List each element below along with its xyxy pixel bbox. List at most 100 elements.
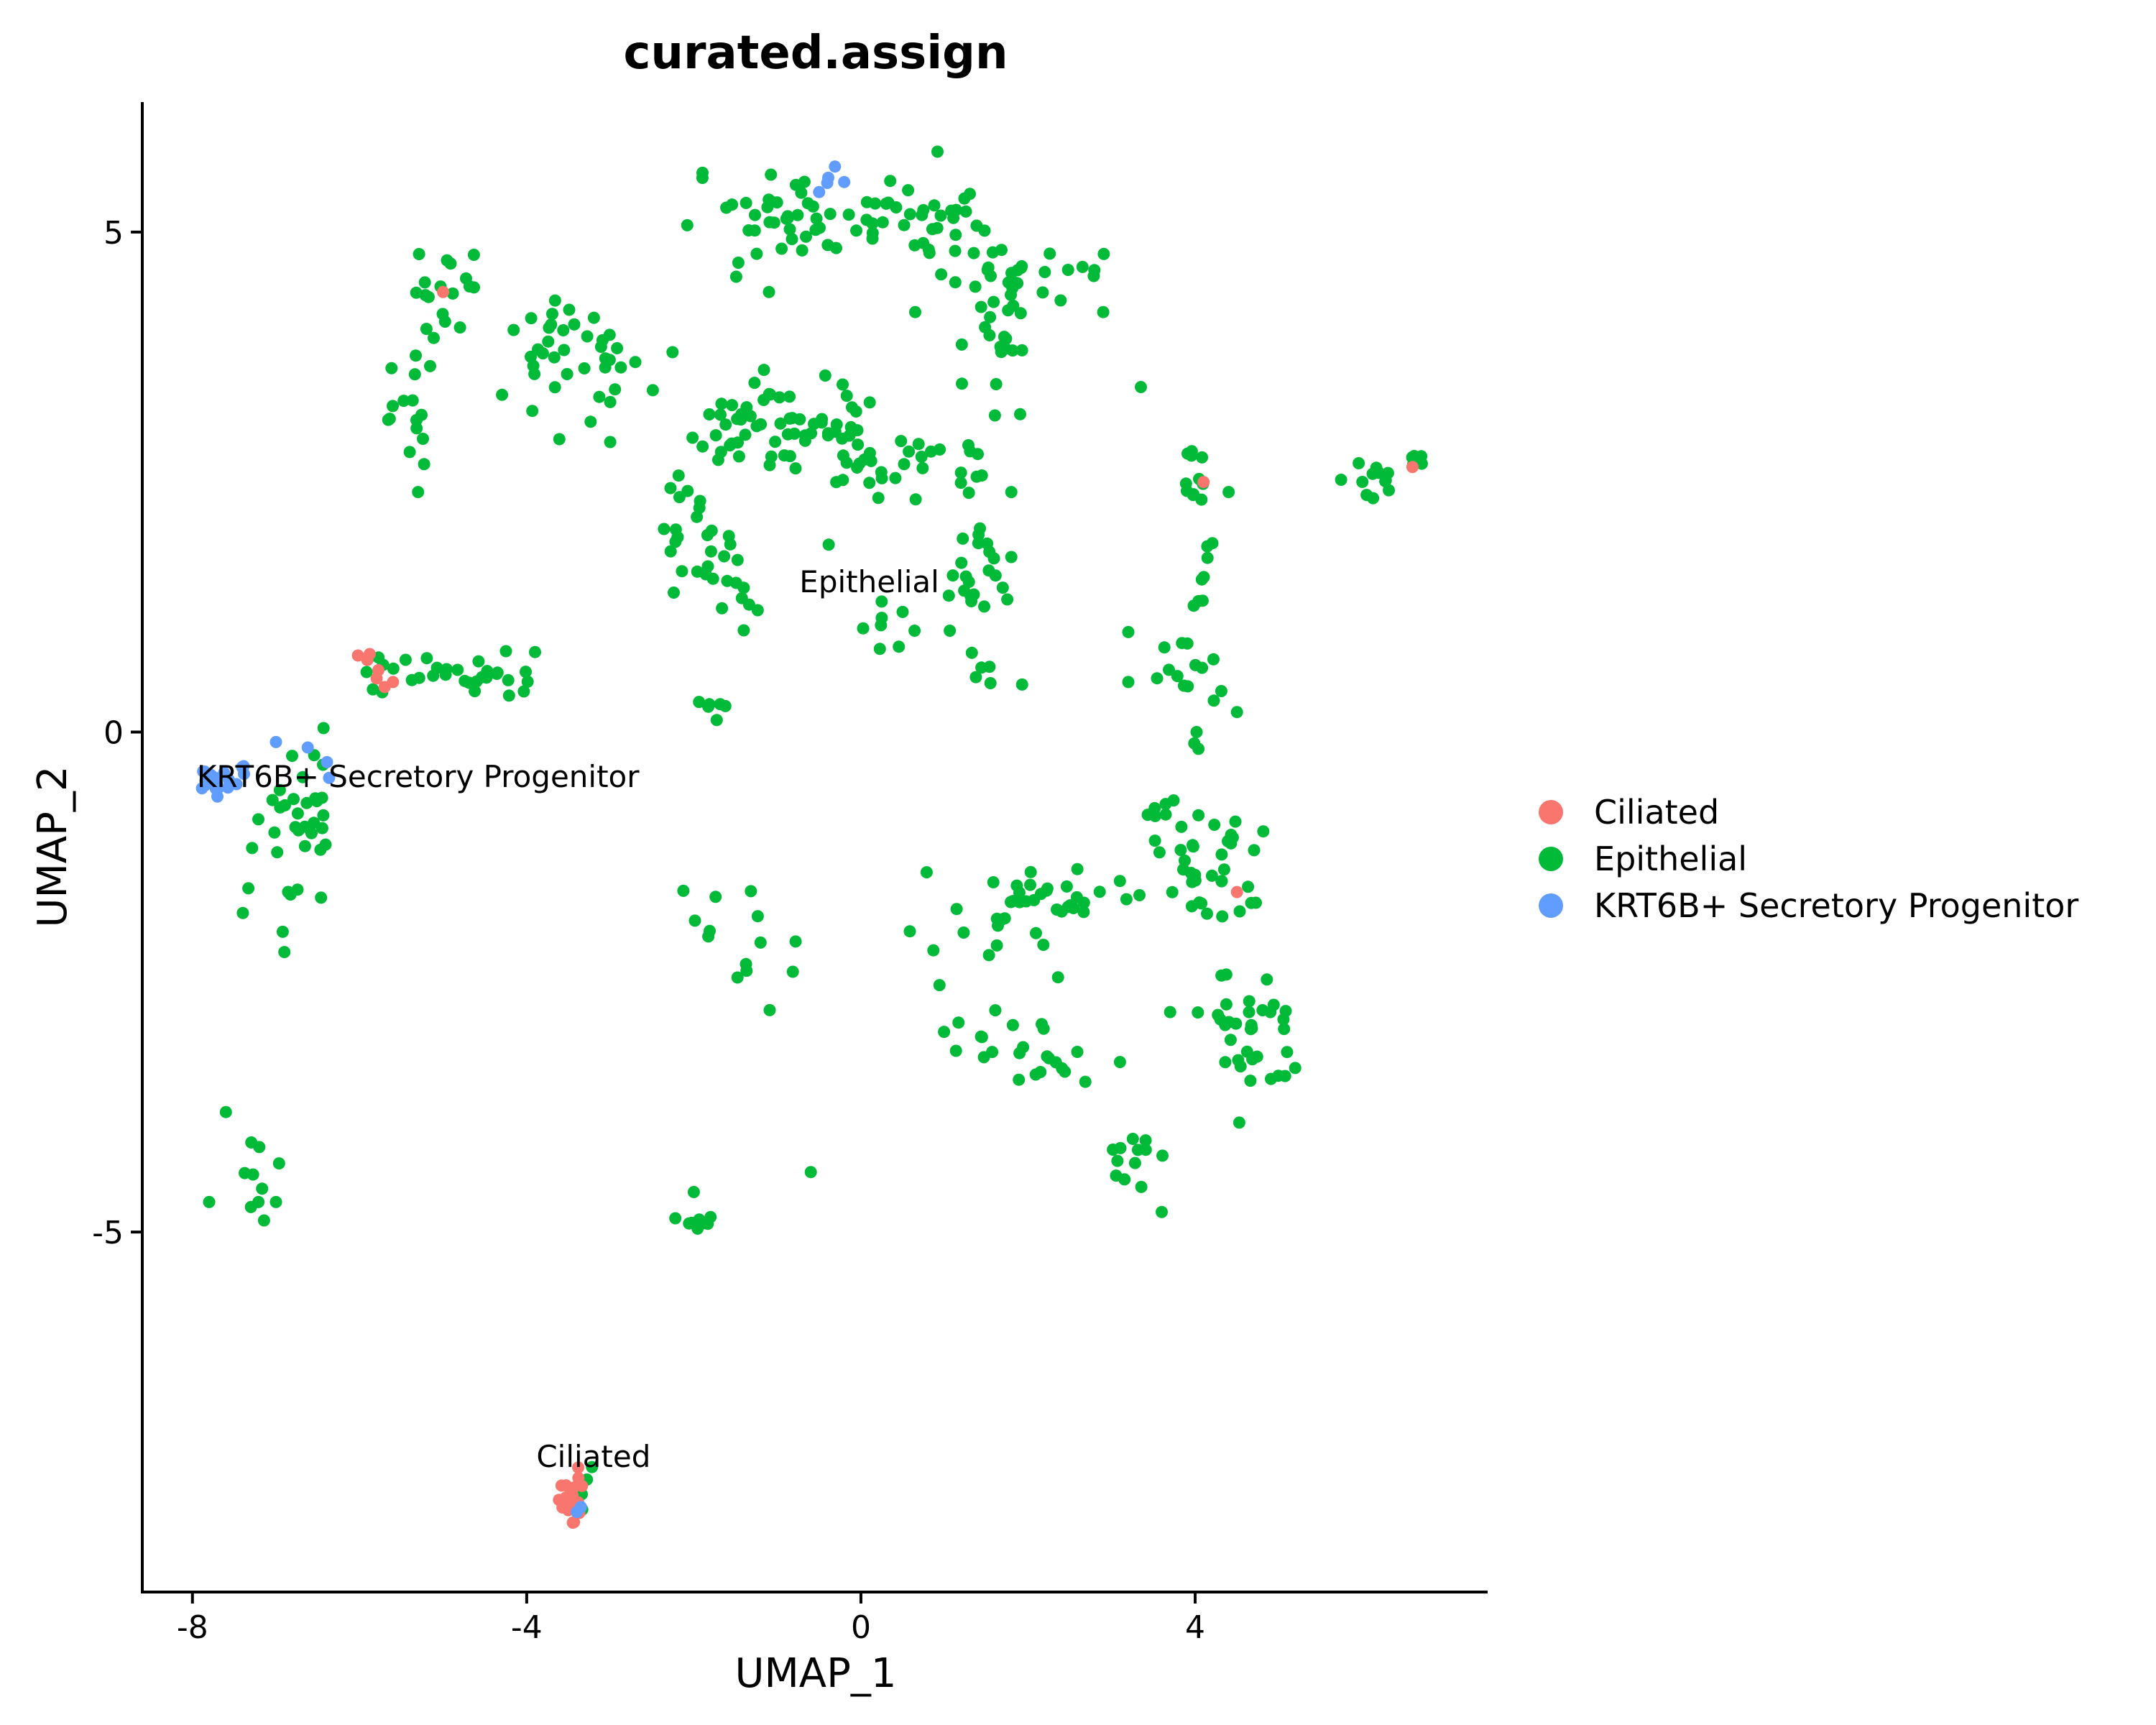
data-point-epithelial-514	[1184, 867, 1197, 879]
data-point-epithelial-313	[849, 405, 862, 418]
data-point-epithelial-675	[278, 946, 291, 959]
data-point-epithelial-496	[1148, 834, 1161, 847]
x-axis-label: UMAP_1	[734, 1650, 896, 1697]
data-point-epithelial-389	[737, 624, 750, 637]
data-point-epithelial-562	[950, 903, 963, 916]
data-point-epithelial-536	[1093, 886, 1106, 898]
data-point-epithelial-508	[1174, 844, 1187, 857]
data-point-epithelial-498	[1229, 815, 1242, 828]
data-point-epithelial-625	[1243, 995, 1256, 1008]
chart-title: curated.assign	[623, 27, 1008, 80]
data-point-epithelial-348	[830, 418, 843, 431]
data-point-epithelial-541	[1010, 879, 1023, 892]
data-point-epithelial-410	[1001, 593, 1014, 606]
data-points	[195, 145, 1428, 1529]
data-point-epithelial-196	[916, 208, 929, 221]
data-point-epithelial-697	[704, 1210, 717, 1223]
data-point-epithelial-687	[403, 446, 416, 459]
data-point-epithelial-509	[1216, 910, 1229, 923]
data-point-epithelial-548	[1051, 903, 1063, 916]
data-point-epithelial-620	[1219, 1056, 1232, 1069]
data-point-epithelial-572	[1037, 939, 1050, 951]
data-point-epithelial-138	[257, 1214, 270, 1227]
data-point-epithelial-469	[1163, 663, 1175, 676]
data-point-epithelial-211	[908, 239, 921, 252]
data-point-epithelial-499	[1175, 820, 1188, 833]
data-point-epithelial-26	[542, 335, 555, 348]
data-point-epithelial-556	[987, 876, 1000, 888]
data-point-epithelial-336	[912, 438, 925, 451]
data-point-epithelial-24	[532, 343, 544, 356]
data-point-epithelial-162	[783, 223, 796, 236]
data-point-epithelial-516	[1208, 819, 1221, 831]
data-point-epithelial-267	[726, 399, 739, 412]
data-point-krt6b-secretory-progenitor-759	[821, 177, 834, 189]
data-point-epithelial-164	[749, 208, 761, 221]
data-point-epithelial-464	[1207, 694, 1220, 707]
data-point-epithelial-584	[1037, 1022, 1050, 1035]
data-point-epithelial-247	[1002, 276, 1015, 289]
data-point-epithelial-90	[463, 676, 476, 689]
data-point-epithelial-640	[1107, 1144, 1120, 1156]
data-point-epithelial-174	[806, 200, 819, 213]
data-point-epithelial-522	[1185, 900, 1198, 913]
data-point-epithelial-157	[798, 175, 811, 188]
data-point-epithelial-453	[1195, 573, 1208, 586]
data-point-epithelial-93	[439, 668, 452, 681]
data-point-epithelial-380	[669, 535, 682, 548]
data-point-epithelial-662	[669, 1212, 682, 1225]
data-point-epithelial-355	[872, 492, 885, 505]
data-point-epithelial-466	[1171, 670, 1184, 683]
data-point-epithelial-414	[908, 625, 921, 637]
data-point-epithelial-301	[783, 450, 796, 463]
data-point-epithelial-331	[875, 472, 888, 484]
data-point-epithelial-420	[958, 584, 971, 597]
data-point-epithelial-444	[1196, 451, 1209, 464]
data-point-epithelial-249	[1014, 408, 1026, 420]
data-point-epithelial-491	[1192, 809, 1205, 822]
data-point-epithelial-695	[1164, 1006, 1176, 1018]
data-point-epithelial-250	[985, 270, 997, 282]
data-point-epithelial-36	[525, 312, 538, 325]
data-point-krt6b-secretory-progenitor-748	[209, 783, 222, 795]
data-point-epithelial-169	[696, 172, 709, 184]
data-point-epithelial-10	[596, 334, 609, 346]
data-point-epithelial-238	[969, 280, 982, 293]
data-point-epithelial-674	[804, 1166, 817, 1179]
data-point-epithelial-251	[1015, 344, 1028, 356]
data-point-epithelial-80	[405, 673, 418, 686]
data-point-epithelial-154	[795, 186, 808, 199]
data-point-epithelial-59	[406, 394, 419, 407]
data-point-epithelial-493	[1205, 869, 1218, 882]
data-point-epithelial-218	[934, 209, 947, 222]
data-point-epithelial-582	[1079, 1075, 1092, 1088]
data-point-epithelial-446	[1180, 484, 1193, 497]
data-point-epithelial-352	[954, 466, 967, 479]
data-point-epithelial-459	[1207, 653, 1220, 666]
data-point-epithelial-131	[242, 882, 255, 895]
data-point-epithelial-225	[1014, 307, 1027, 320]
data-point-epithelial-626	[1245, 1018, 1258, 1031]
data-point-epithelial-635	[1126, 1133, 1139, 1145]
data-point-epithelial-82	[427, 669, 440, 682]
data-point-epithelial-328	[895, 435, 908, 448]
data-point-epithelial-443	[1195, 493, 1208, 506]
data-point-epithelial-122	[289, 821, 302, 834]
data-point-ciliated-729	[1230, 886, 1243, 898]
data-point-epithelial-345	[972, 448, 984, 461]
data-point-epithelial-458	[1190, 726, 1203, 738]
data-point-epithelial-268	[748, 377, 761, 390]
data-point-epithelial-248	[975, 300, 987, 313]
data-point-epithelial-295	[773, 391, 786, 404]
data-point-epithelial-526	[1233, 905, 1246, 918]
data-point-epithelial-170	[729, 270, 742, 283]
data-point-epithelial-383	[676, 565, 688, 578]
x-tick-label-1: -4	[511, 1609, 543, 1646]
data-point-epithelial-189	[967, 247, 980, 259]
data-point-epithelial-256	[998, 331, 1010, 344]
data-point-epithelial-409	[946, 569, 959, 582]
data-point-epithelial-370	[664, 545, 677, 558]
data-point-ciliated-715	[572, 1461, 585, 1474]
data-point-krt6b-secretory-progenitor-754	[237, 760, 250, 773]
